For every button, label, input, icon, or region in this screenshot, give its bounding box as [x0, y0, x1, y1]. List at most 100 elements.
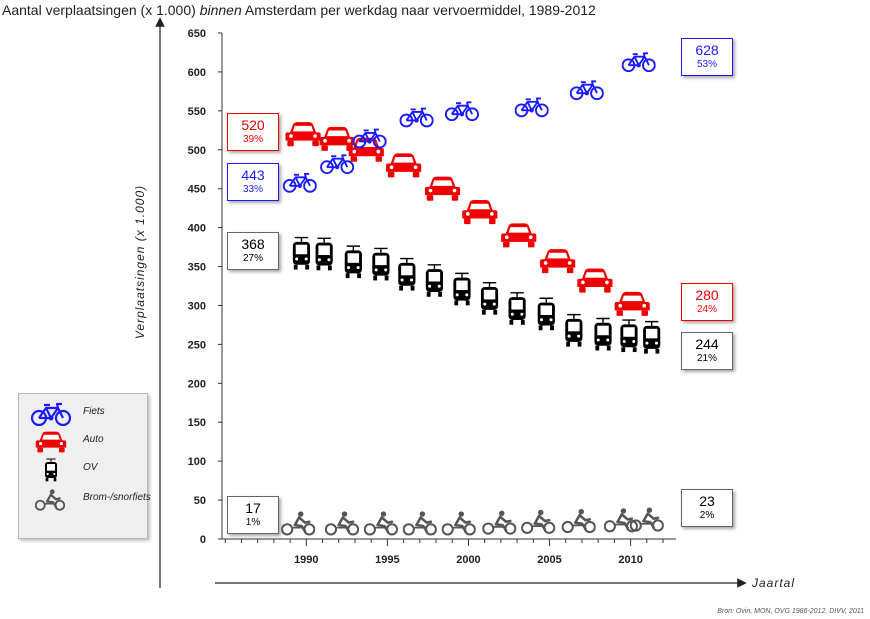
- car-marker: [614, 291, 650, 316]
- chart-title-part3: Amsterdam per werkdag naar vervoermiddel…: [241, 2, 596, 18]
- marks-layer: [281, 52, 664, 536]
- chart-title: Aantal verplaatsingen (x 1.000) binnen A…: [2, 2, 596, 18]
- car-marker: [319, 126, 355, 151]
- pct-fiets-start: 33%: [242, 184, 263, 195]
- y-tick-label: 450: [188, 184, 206, 196]
- tram-marker: [642, 320, 662, 355]
- legend-label-ov: OV: [83, 462, 98, 473]
- value-box-brom-start: 17 1%: [227, 496, 279, 534]
- moped-marker: [629, 506, 664, 532]
- moped-marker: [521, 508, 556, 535]
- car-marker: [577, 268, 613, 293]
- pct-ov-end: 21%: [696, 353, 717, 364]
- value-box-auto-start: 520 39%: [227, 113, 279, 151]
- bicycle-marker: [514, 97, 549, 118]
- y-tick-label: 50: [194, 495, 206, 507]
- bicycle-icon: [31, 402, 71, 426]
- bicycle-marker: [621, 52, 656, 73]
- pct-brom-start: 1%: [245, 517, 261, 528]
- tram-marker: [397, 257, 417, 292]
- moped-marker: [561, 508, 596, 534]
- pct-auto-end: 24%: [696, 304, 717, 315]
- y-tick-label: 100: [188, 456, 206, 468]
- chart-title-part1: Aantal verplaatsingen (x 1.000): [2, 2, 200, 18]
- car-marker: [540, 249, 576, 274]
- moped-marker: [441, 510, 476, 536]
- value-ov-start: 368: [241, 236, 265, 252]
- tram-marker: [480, 281, 499, 316]
- bicycle-marker: [569, 80, 604, 101]
- value-box-brom-end: 23 2%: [681, 489, 733, 527]
- car-icon: [35, 430, 67, 454]
- legend-label-auto: Auto: [83, 434, 104, 445]
- value-auto-start: 520: [241, 117, 265, 133]
- value-box-fiets-end: 628 53%: [681, 38, 733, 76]
- y-tick-label: 250: [188, 339, 206, 351]
- tram-marker: [371, 247, 391, 282]
- pct-ov-start: 27%: [242, 253, 263, 264]
- source-note: Bron: Ovin, MON, OVG 1986-2012, DIVV, 20…: [717, 608, 864, 615]
- moped-marker: [363, 510, 398, 536]
- tram-marker: [507, 292, 527, 326]
- bicycle-marker: [282, 173, 317, 193]
- x-tick-label: 2000: [456, 554, 480, 566]
- y-tick-label: 550: [188, 106, 206, 118]
- tram-marker: [593, 317, 613, 352]
- chart-title-emphasis: binnen: [199, 2, 242, 18]
- value-box-ov-start: 368 27%: [227, 232, 279, 270]
- tram-marker: [292, 236, 311, 271]
- value-ov-end: 244: [695, 336, 719, 352]
- y-axis-label-text: Verplaatsingen (x 1.000): [133, 184, 147, 340]
- y-tick-label: 200: [188, 378, 206, 390]
- tram-marker: [536, 297, 556, 332]
- car-marker: [424, 176, 461, 201]
- bicycle-marker: [444, 101, 479, 122]
- car-marker: [462, 200, 498, 225]
- x-axis-label: Jaartal: [752, 576, 796, 590]
- y-tick-label: 350: [188, 262, 206, 274]
- legend-item-auto: Auto: [19, 426, 147, 454]
- legend-label-fiets: Fiets: [83, 406, 105, 417]
- y-tick-label: 150: [188, 417, 206, 429]
- y-tick-label: 500: [188, 145, 206, 157]
- x-tick-label: 2005: [537, 554, 561, 566]
- legend-item-fiets: Fiets: [19, 398, 147, 426]
- value-brom-start: 17: [245, 500, 261, 516]
- value-box-ov-end: 244 21%: [681, 332, 733, 370]
- value-box-fiets-start: 443 33%: [227, 163, 279, 201]
- car-marker: [285, 122, 321, 147]
- value-box-auto-end: 280 24%: [681, 283, 733, 321]
- legend-item-brom: Brom-/snorfiets: [19, 484, 151, 528]
- legend-item-ov: OV: [19, 454, 147, 482]
- moped-marker: [482, 509, 517, 536]
- tram-icon: [43, 458, 59, 482]
- x-tick-label: 1990: [294, 554, 318, 566]
- tram-marker: [343, 245, 363, 279]
- axes-layer: 0 50 100 150 200 250 300 350 400 450 500 550 600 650 1…: [155, 17, 747, 588]
- y-tick-label: 300: [188, 300, 206, 312]
- pct-auto-start: 39%: [242, 134, 263, 145]
- y-tick-label: 400: [188, 223, 206, 235]
- pct-brom-end: 2%: [699, 510, 715, 521]
- legend-label-brom: Brom-/snorfiets: [83, 492, 151, 503]
- value-fiets-end: 628: [695, 42, 719, 58]
- car-marker: [386, 153, 422, 178]
- tram-marker: [452, 272, 472, 307]
- tram-marker: [425, 264, 444, 298]
- y-tick-label: 600: [188, 67, 206, 79]
- bicycle-marker: [399, 107, 434, 128]
- moped-icon: [35, 488, 65, 512]
- legend: Fiets Auto OV Brom-/snorfiets: [18, 393, 151, 539]
- tram-marker: [564, 313, 584, 348]
- y-tick-label: 0: [200, 534, 206, 546]
- bicycle-marker: [320, 154, 355, 175]
- tram-marker: [619, 319, 639, 353]
- pct-fiets-end: 53%: [696, 59, 717, 70]
- x-tick-label: 2010: [618, 554, 642, 566]
- moped-marker: [402, 510, 437, 536]
- value-brom-end: 23: [699, 493, 715, 509]
- moped-marker: [324, 510, 359, 536]
- tram-marker: [314, 237, 334, 272]
- moped-marker: [281, 510, 316, 536]
